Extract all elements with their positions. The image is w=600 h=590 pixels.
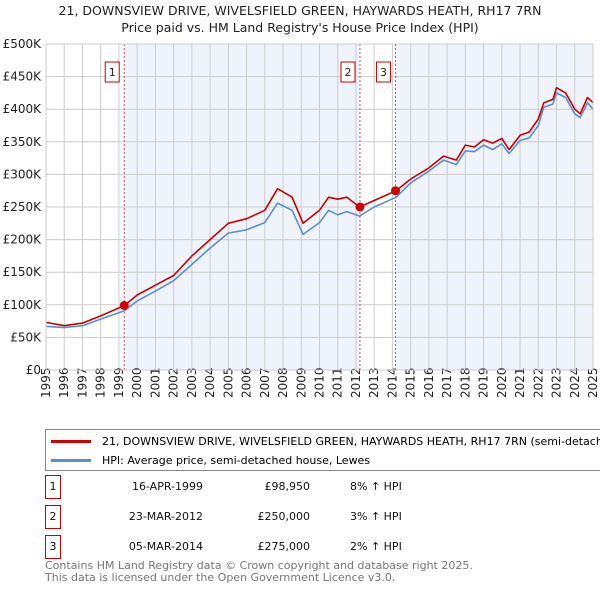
sale-marker-box (104, 61, 120, 83)
x-tick-label: 1999 (112, 367, 126, 398)
x-tick-label: 2009 (294, 367, 308, 398)
y-tick-label: £450K (3, 70, 43, 84)
x-tick-label: 2011 (331, 367, 345, 398)
legend-item-hpi: HPI: Average price, semi-detached house,… (51, 454, 370, 467)
x-tick-label: 1997 (75, 367, 89, 398)
y-tick-label: £200K (3, 233, 43, 247)
x-tick-label: 2003 (185, 367, 199, 398)
sale-marker-label: 3 (380, 66, 387, 79)
footer-line: Contains HM Land Registry data © Crown c… (45, 559, 473, 572)
chart-title: 21, DOWNSVIEW DRIVE, WIVELSFIELD GREEN, … (58, 3, 542, 18)
x-tick-label: 2020 (495, 367, 509, 398)
transaction-number: 3 (45, 535, 61, 559)
sale-marker-label: 2 (344, 66, 351, 79)
x-tick-label: 2006 (240, 367, 254, 398)
x-tick-label: 2018 (458, 367, 472, 398)
transaction-hpi: 2% ↑ HPI (350, 540, 402, 553)
legend-swatch-blue (51, 459, 91, 462)
x-tick-label: 2001 (148, 367, 162, 398)
x-tick-label: 2015 (404, 367, 418, 398)
transaction-date: 23-MAR-2012 (128, 510, 203, 523)
transaction-date: 05-MAR-2014 (128, 540, 203, 553)
x-tick-label: 2021 (513, 367, 527, 398)
transaction-price: £250,000 (257, 510, 311, 523)
x-tick-label: 1998 (94, 367, 108, 398)
x-tick-label: 2012 (349, 367, 363, 398)
property-series-line (45, 86, 594, 327)
x-tick-label: 2019 (477, 367, 491, 398)
x-tick-label: 2005 (221, 367, 235, 398)
sale-point (119, 300, 129, 310)
x-tick-label: 2023 (550, 367, 564, 398)
plot-border (45, 43, 594, 371)
x-tick-label: 2000 (130, 367, 144, 398)
y-tick-label: £350K (3, 135, 43, 149)
sale-marker-label: 1 (109, 66, 116, 79)
y-tick-label: £150K (3, 265, 43, 279)
sale-point (355, 202, 365, 212)
legend-label: HPI: Average price, semi-detached house,… (102, 454, 371, 467)
x-tick-label: 1996 (57, 367, 71, 398)
x-tick-label: 2010 (313, 367, 327, 398)
sale-marker-box (340, 61, 356, 83)
x-tick-label: 2004 (203, 367, 217, 398)
y-tick-label: £400K (3, 102, 43, 116)
y-tick-label: £50K (10, 330, 42, 344)
y-tick-label: £0 (26, 363, 41, 377)
x-tick-label: 2008 (276, 367, 290, 398)
x-tick-label: 2024 (568, 367, 582, 398)
y-tick-label: £100K (3, 298, 43, 312)
x-tick-label: 2016 (422, 367, 436, 398)
x-tick-label: 2017 (440, 367, 454, 398)
legend: 21, DOWNSVIEW DRIVE, WIVELSFIELD GREEN, … (45, 429, 600, 471)
transaction-hpi: 8% ↑ HPI (350, 480, 402, 493)
x-tick-label: 2022 (531, 367, 545, 398)
y-tick-label: £300K (3, 167, 43, 181)
sale-marker-box (376, 61, 392, 83)
y-tick-label: £250K (3, 200, 43, 214)
x-tick-label: 2013 (367, 367, 381, 398)
legend-label: 21, DOWNSVIEW DRIVE, WIVELSFIELD GREEN, … (102, 435, 600, 448)
x-tick-label: 2007 (258, 367, 272, 398)
x-tick-label: 2025 (586, 367, 600, 398)
footer: Contains HM Land Registry data © Crown c… (45, 560, 473, 583)
sale-point (391, 186, 401, 196)
legend-swatch-red (51, 440, 91, 443)
transaction-price: £98,950 (264, 480, 311, 493)
price-chart: £0 £50K £100K £150K £200K £250K £300K £350K £400… (3, 37, 600, 398)
x-tick-label: 2014 (385, 367, 399, 398)
transaction-number: 2 (45, 505, 61, 529)
chart-subtitle: Price paid vs. HM Land Registry's House … (121, 20, 479, 35)
legend-item-property: 21, DOWNSVIEW DRIVE, WIVELSFIELD GREEN, … (51, 435, 600, 448)
transaction-date: 16-APR-1999 (131, 480, 203, 493)
transaction-hpi: 3% ↑ HPI (350, 510, 402, 523)
footer-line: This data is licensed under the Open Gov… (45, 570, 396, 584)
transaction-price: £275,000 (257, 540, 311, 553)
hpi-series-line (45, 92, 594, 329)
transaction-number: 1 (45, 475, 61, 499)
x-tick-label: 1995 (39, 367, 53, 398)
x-tick-label: 2002 (167, 367, 181, 398)
y-tick-label: £500K (3, 37, 43, 51)
